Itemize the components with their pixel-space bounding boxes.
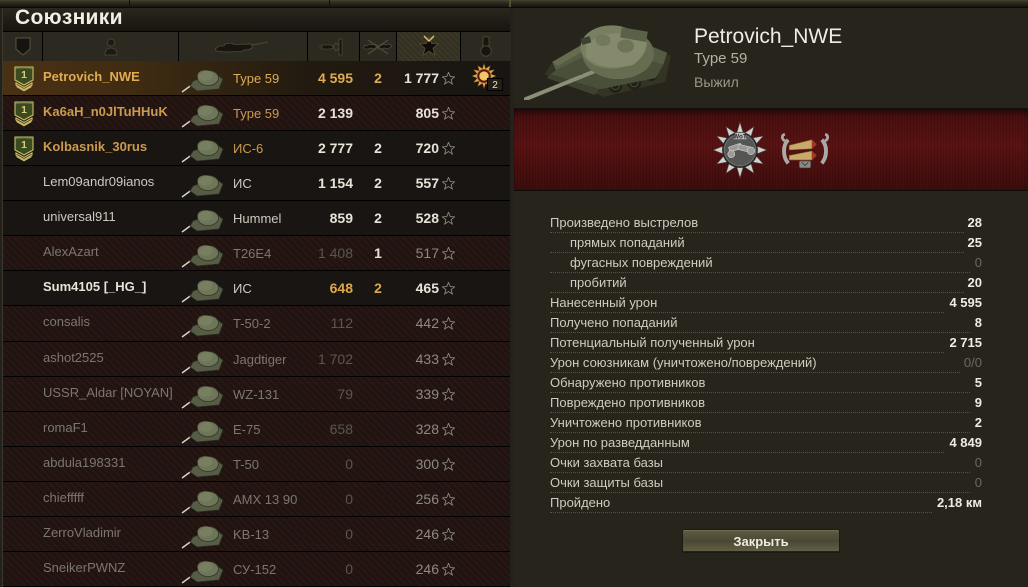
svg-text:1: 1 (21, 104, 27, 116)
svg-text:1: 1 (21, 69, 27, 81)
svg-text:WoT: WoT (733, 133, 747, 140)
svg-text:1: 1 (21, 139, 27, 151)
